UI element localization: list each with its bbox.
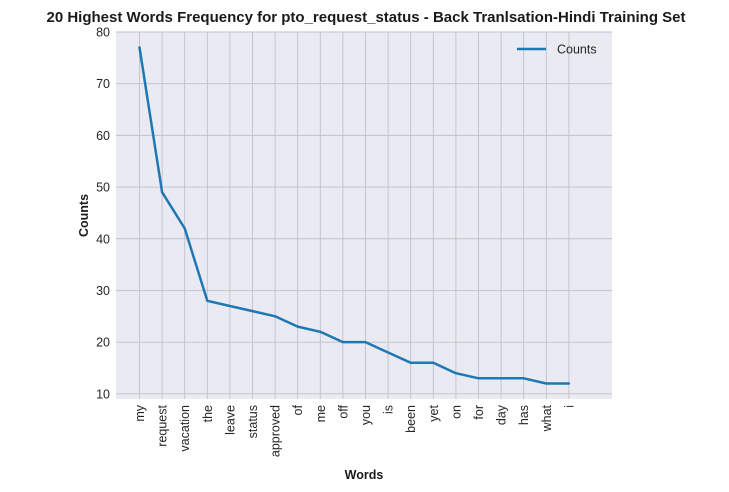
x-tick-label: status [246, 405, 260, 438]
grid-lines [116, 31, 612, 399]
x-axis-ticks: my request vacation the leave status approved o… [133, 404, 576, 457]
y-tick-label: 40 [96, 232, 110, 246]
series-line [138, 46, 571, 385]
x-tick-label: for [472, 405, 486, 420]
y-axis-label: Counts [77, 194, 91, 237]
y-tick-label: 60 [96, 129, 110, 143]
x-tick-label: of [291, 404, 305, 415]
legend-label: Counts [557, 43, 597, 57]
x-tick-label: day [495, 404, 509, 425]
x-tick-label: has [517, 405, 531, 425]
plot-area [116, 32, 612, 399]
x-tick-label: you [359, 405, 373, 425]
x-tick-label: approved [269, 405, 283, 457]
y-axis-ticks: 10 20 30 40 50 60 70 80 [96, 26, 110, 402]
y-tick-label: 80 [96, 26, 110, 40]
x-tick-label: the [201, 405, 215, 422]
y-tick-label: 10 [96, 387, 110, 401]
y-tick-label: 50 [96, 181, 110, 195]
x-tick-label: my [133, 404, 147, 421]
x-tick-label: been [404, 405, 418, 433]
x-tick-label: is [382, 405, 396, 414]
x-tick-label: leave [223, 405, 237, 435]
y-tick-label: 30 [96, 284, 110, 298]
x-tick-label: vacation [178, 405, 192, 452]
legend: Counts [517, 43, 597, 57]
x-tick-label: on [449, 405, 463, 419]
x-tick-label: yet [427, 404, 441, 421]
x-tick-label: me [314, 405, 328, 422]
x-tick-label: what [540, 404, 554, 432]
x-tick-label: off [336, 404, 350, 418]
x-axis-label: Words [345, 468, 384, 482]
x-tick-label: i [562, 405, 576, 408]
series-lines [138, 46, 571, 385]
y-tick-label: 70 [96, 77, 110, 91]
y-tick-label: 20 [96, 336, 110, 350]
x-tick-label: request [156, 404, 170, 446]
chart-title: 20 Highest Words Frequency for pto_reque… [46, 9, 685, 26]
